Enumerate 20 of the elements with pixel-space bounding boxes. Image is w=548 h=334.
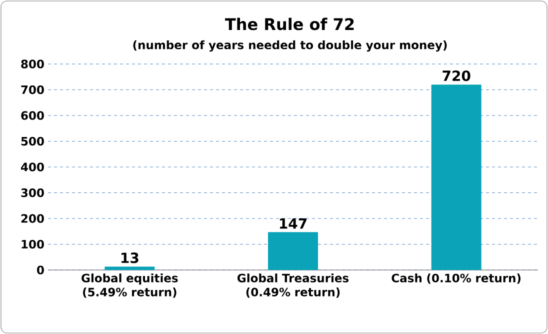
x-tick-label: Global equities (5.49% return) — [82, 274, 178, 298]
y-tick-label: 400 — [20, 162, 44, 172]
y-tick-label: 500 — [21, 136, 44, 146]
y-tick-label: 100 — [22, 240, 44, 249]
x-tick-label: Cash (0.10% return) — [392, 274, 520, 284]
bar — [268, 232, 318, 270]
y-tick-label: 600 — [21, 111, 44, 120]
y-tick-label: 200 — [21, 214, 44, 223]
bar — [431, 84, 482, 270]
bar — [104, 266, 155, 270]
y-tick-label: 300 — [21, 188, 44, 198]
y-tick-label: 700 — [21, 85, 44, 94]
data-label: 147 — [280, 218, 307, 229]
chart-title: The Rule of 72 — [225, 18, 354, 30]
data-label: 13 — [122, 252, 138, 264]
chart-subtitle: (number of years needed to double your money) — [133, 40, 447, 52]
y-tick-label: 800 — [21, 60, 44, 68]
y-tick-label: 0 — [37, 266, 44, 274]
data-label: 720 — [442, 70, 470, 82]
x-tick-label: Global Treasuries (0.49% return) — [238, 274, 349, 298]
